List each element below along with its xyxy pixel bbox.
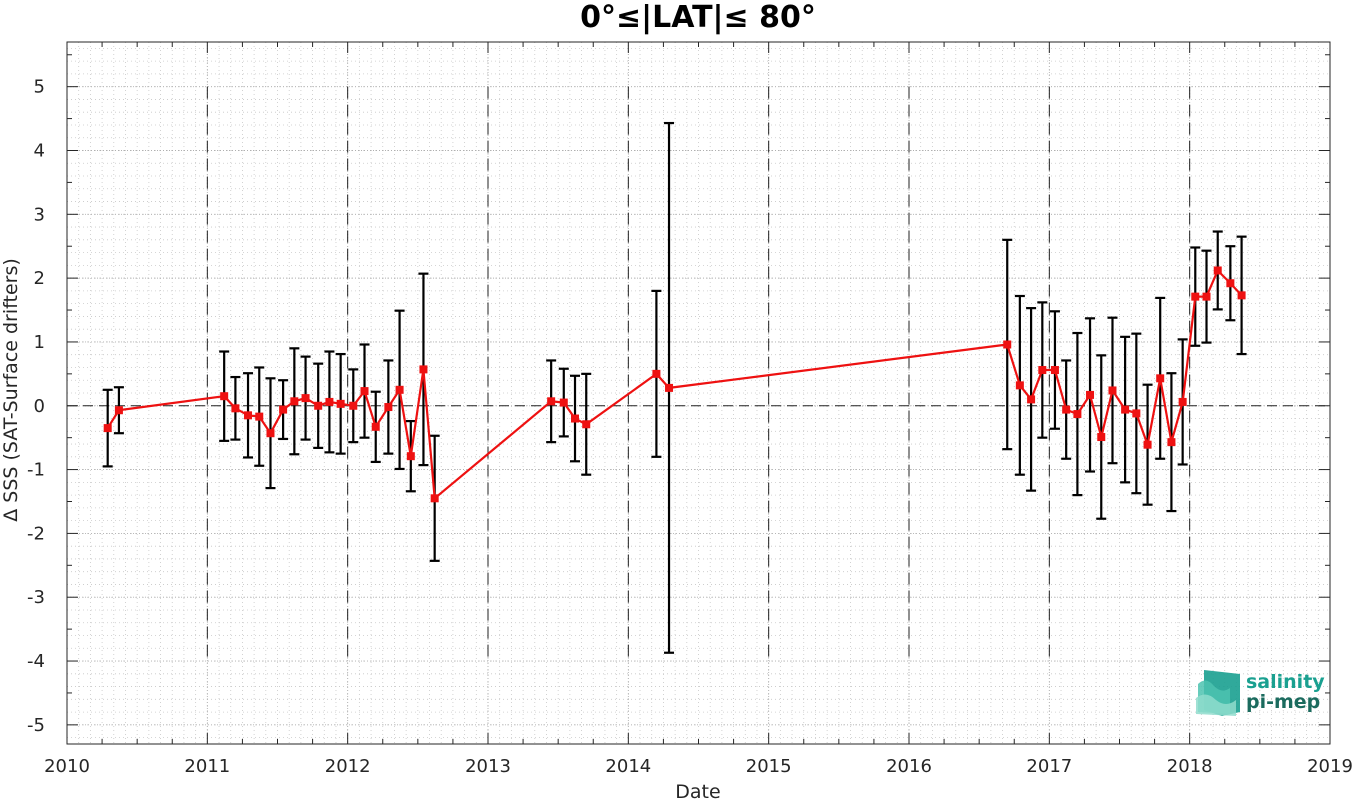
y-tick-label: 3 [34, 204, 45, 225]
data-marker [1167, 438, 1176, 447]
minor-gridlines [66, 42, 1331, 744]
data-marker [547, 397, 556, 406]
x-tick-label: 2016 [886, 756, 932, 777]
x-tick-label: 2015 [746, 756, 792, 777]
data-marker [665, 383, 674, 392]
data-marker [652, 369, 661, 378]
data-marker [325, 397, 334, 406]
data-marker [1213, 266, 1222, 275]
x-tick-label: 2019 [1307, 756, 1353, 777]
data-marker [1156, 374, 1165, 383]
data-marker [430, 494, 439, 503]
data-marker [1086, 390, 1095, 399]
axis-ticks [66, 42, 1331, 744]
data-marker [266, 429, 275, 438]
data-marker [360, 387, 369, 396]
data-marker [301, 394, 310, 403]
x-axis-label: Date [675, 781, 720, 801]
data-marker [1097, 433, 1106, 442]
data-markers [103, 266, 1246, 503]
y-tick-labels: -5 -4 -3 -2 -1 0 1 2 3 4 5 [27, 77, 45, 736]
data-marker [314, 401, 323, 410]
data-marker [349, 401, 358, 410]
y-tick-label: -3 [27, 587, 45, 608]
data-marker [1027, 395, 1036, 404]
data-marker [336, 399, 345, 408]
y-tick-label: -1 [27, 460, 45, 481]
y-tick-label: 2 [34, 268, 45, 289]
data-marker [1062, 405, 1071, 414]
logo-mark-icon [1196, 670, 1240, 716]
data-marker [1015, 381, 1024, 390]
y-tick-label: -2 [27, 523, 45, 544]
x-tick-labels: 2010 2011 2012 2013 2014 2015 2016 2017 2018 2019 [44, 756, 1353, 777]
data-marker [395, 385, 404, 394]
data-marker [1108, 386, 1117, 395]
data-marker [1003, 340, 1012, 349]
y-axis-label: Δ SSS (SAT-Surface drifters) [0, 258, 22, 522]
data-marker [290, 397, 299, 406]
data-marker [1038, 366, 1047, 375]
data-marker [220, 392, 229, 401]
x-tick-label: 2010 [44, 756, 90, 777]
data-marker [279, 405, 288, 414]
data-marker [571, 414, 580, 423]
y-tick-label: 5 [34, 77, 45, 98]
data-marker [1178, 397, 1187, 406]
data-marker [1191, 292, 1200, 301]
y-tick-label: 4 [34, 140, 45, 161]
plot-frame [66, 41, 1331, 745]
x-tick-label: 2017 [1026, 756, 1072, 777]
data-marker [419, 365, 428, 374]
x-tick-label: 2018 [1167, 756, 1213, 777]
y-tick-label: 1 [34, 332, 45, 353]
data-marker [1202, 292, 1211, 301]
data-marker [384, 403, 393, 412]
data-marker [1073, 410, 1082, 419]
data-marker [114, 406, 123, 415]
data-marker [371, 422, 380, 431]
data-marker [255, 412, 264, 421]
y-tick-label: -4 [27, 651, 45, 672]
x-tick-label: 2012 [325, 756, 371, 777]
data-marker [559, 398, 568, 407]
x-tick-label: 2013 [465, 756, 511, 777]
salinity-pi-mep-logo: salinity pi-mep [1196, 670, 1325, 716]
data-marker [582, 420, 591, 429]
data-marker [1143, 440, 1152, 449]
x-tick-label: 2011 [184, 756, 230, 777]
data-marker [1237, 291, 1246, 300]
chart-title: 0°≤|LAT|≤ 80° [580, 0, 816, 35]
x-tick-label: 2014 [605, 756, 651, 777]
data-marker [1226, 279, 1235, 288]
data-marker [1050, 366, 1059, 375]
data-marker [406, 452, 415, 461]
data-marker [1121, 405, 1130, 414]
data-marker [244, 411, 253, 420]
data-marker [1132, 409, 1141, 418]
logo-text-salinity: salinity [1246, 671, 1325, 693]
data-marker [103, 424, 112, 433]
data-marker [231, 404, 240, 413]
y-tick-label: 0 [34, 396, 45, 417]
logo-text-pi-mep: pi-mep [1246, 691, 1320, 713]
year-divider-lines [206, 86, 1191, 662]
y-tick-label: -5 [27, 715, 45, 736]
